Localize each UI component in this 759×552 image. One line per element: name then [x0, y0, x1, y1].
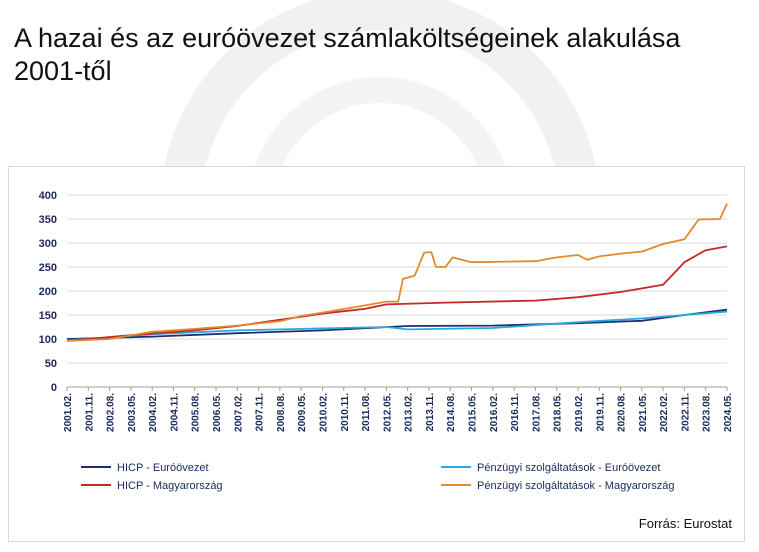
x-tick-label: 2011.08. [361, 393, 372, 432]
x-axis-ticks: 2001.02. 2001.11. 2002.08. 2003.05. 2004.02.… [63, 387, 734, 432]
legend-label: Pénzügyi szolgáltatások - Magyarország [477, 480, 674, 492]
x-tick-label: 2016.11. [510, 393, 521, 432]
x-tick-label: 2012.05. [382, 393, 393, 432]
x-tick-label: 2010.02. [318, 393, 329, 432]
y-tick-label: 50 [45, 358, 57, 370]
x-tick-label: 2019.02. [574, 393, 585, 432]
y-tick-label: 0 [51, 382, 57, 394]
y-tick-label: 100 [39, 334, 57, 346]
legend-label: Pénzügyi szolgáltatások - Euróövezet [477, 462, 660, 474]
x-tick-label: 2001.02. [63, 393, 74, 432]
x-tick-label: 2008.08. [276, 393, 287, 432]
grid-lines [67, 194, 727, 388]
legend-label: HICP - Magyarország [117, 480, 223, 492]
x-tick-label: 2015.05. [468, 393, 479, 432]
x-tick-label: 2004.11. [169, 393, 180, 432]
line-chart: 0 50 100 150 200 250 300 350 400 2001.02. 2001.11… [39, 190, 734, 492]
x-tick-label: 2017.08. [531, 393, 542, 432]
x-tick-label: 2006.05. [212, 393, 223, 432]
x-tick-label: 2022.11. [680, 393, 691, 432]
x-tick-label: 2018.05. [553, 393, 564, 432]
series-line-1 [66, 308, 728, 340]
x-tick-label: 2007.02. [233, 393, 244, 432]
y-tick-label: 250 [39, 262, 57, 274]
x-tick-label: 2023.08. [702, 393, 713, 432]
x-tick-label: 2013.02. [404, 393, 415, 432]
series-line-3 [66, 245, 728, 342]
x-tick-label: 2020.08. [617, 393, 628, 432]
x-tick-label: 2005.08. [191, 393, 202, 432]
y-tick-label: 150 [39, 310, 57, 322]
x-tick-label: 2021.05. [638, 393, 649, 432]
x-tick-label: 2010.11. [340, 393, 351, 432]
x-tick-label: 2019.11. [595, 393, 606, 432]
series-lines [66, 203, 728, 342]
x-tick-label: 2004.02. [148, 393, 159, 432]
y-tick-label: 300 [39, 238, 57, 250]
chart-card: 0 50 100 150 200 250 300 350 400 2001.02. 2001.11… [8, 166, 745, 542]
legend-label: HICP - Euróövezet [117, 462, 209, 474]
y-tick-label: 200 [39, 286, 57, 298]
page-title: A hazai és az euróövezet számlaköltségei… [14, 23, 681, 86]
series-line-2 [66, 310, 728, 342]
y-tick-label: 350 [39, 214, 57, 226]
legend: HICP - Euróövezet Pénzügyi szolgáltatások… [81, 462, 674, 492]
y-axis-ticks: 0 50 100 150 200 250 300 350 400 [39, 190, 57, 394]
x-tick-label: 2022.02. [659, 393, 670, 432]
x-tick-label: 2003.05. [127, 393, 138, 432]
x-tick-label: 2014.08. [446, 393, 457, 432]
x-tick-label: 2002.08. [106, 393, 117, 432]
x-tick-label: 2024.05. [723, 393, 734, 432]
series-line-4 [66, 203, 728, 342]
x-tick-label: 2001.11. [84, 393, 95, 432]
y-tick-label: 400 [39, 190, 57, 202]
x-tick-label: 2016.02. [489, 393, 500, 432]
x-tick-label: 2007.11. [255, 393, 266, 432]
source-note: Forrás: Eurostat [638, 516, 732, 531]
x-tick-label: 2009.05. [297, 393, 308, 432]
x-tick-label: 2013.11. [425, 393, 436, 432]
